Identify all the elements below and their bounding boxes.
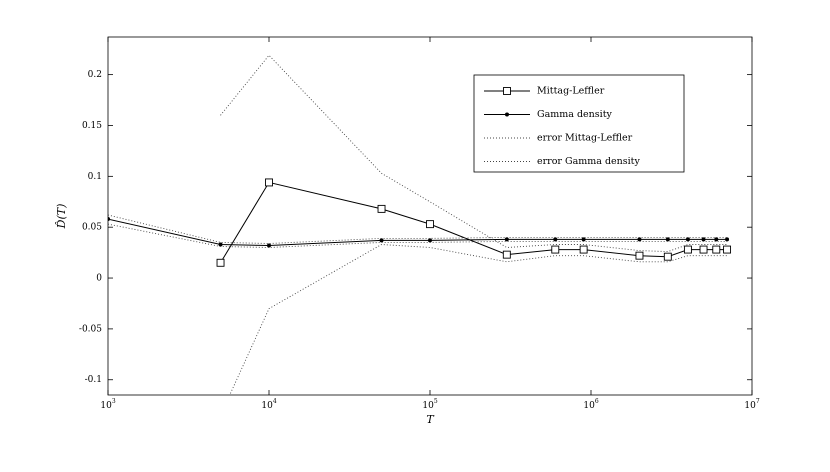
- marker: [663, 252, 672, 261]
- legend-marker: [505, 112, 509, 117]
- y-tick-label: 0.05: [82, 223, 102, 233]
- marker: [635, 251, 644, 260]
- legend: Mittag-Leffler Gamma density error Mittag-…: [473, 74, 685, 173]
- marker: [108, 217, 110, 222]
- marker: [553, 237, 558, 242]
- x-tick-base: 10: [422, 401, 434, 411]
- marker: [504, 237, 509, 242]
- y-tick-label: 0: [96, 274, 102, 284]
- marker: [377, 204, 386, 213]
- x-tick-label: 106: [583, 398, 598, 411]
- x-tick-base: 10: [100, 401, 112, 411]
- plot-lines: [108, 54, 732, 395]
- marker: [699, 245, 708, 254]
- y-axis-label: D̂(T): [55, 204, 68, 230]
- marker: [216, 258, 225, 267]
- legend-label: error Mittag-Leffler: [537, 133, 633, 144]
- marker: [712, 245, 721, 254]
- marker: [426, 220, 434, 229]
- marker: [428, 238, 432, 243]
- x-tick-label: 104: [261, 398, 276, 411]
- marker: [685, 237, 690, 242]
- legend-label: error Gamma density: [537, 156, 640, 167]
- x-tick-exponent: 6: [595, 398, 599, 405]
- error-line: [108, 214, 728, 244]
- marker: [579, 245, 588, 254]
- marker: [218, 242, 223, 247]
- x-tick-label: 105: [422, 398, 437, 411]
- marker: [665, 237, 670, 242]
- marker: [551, 245, 560, 254]
- series-line: [108, 218, 728, 247]
- marker: [683, 245, 692, 254]
- marker: [714, 237, 719, 242]
- marker: [502, 250, 511, 259]
- y-tick-label: 0.1: [88, 172, 102, 182]
- y-tick-label: 0.15: [82, 121, 102, 131]
- x-tick-exponent: 4: [273, 398, 277, 405]
- x-tick-base: 10: [583, 401, 595, 411]
- x-tick-exponent: 5: [434, 398, 438, 405]
- marker: [637, 237, 642, 242]
- x-axis-label: T: [426, 413, 435, 426]
- y-tick-label: 0.2: [88, 70, 102, 80]
- marker: [701, 237, 706, 242]
- y-tick-label: -0.1: [85, 375, 102, 385]
- y-tick-label: -0.05: [79, 324, 102, 334]
- x-tick-label: 107: [744, 398, 759, 411]
- x-tick-label: 103: [100, 398, 115, 411]
- legend-marker: [503, 87, 511, 95]
- x-tick-exponent: 7: [756, 398, 760, 405]
- error-line: [229, 244, 728, 395]
- legend-label: Mittag-Leffler: [537, 86, 605, 97]
- x-tick-base: 10: [261, 401, 273, 411]
- marker: [379, 238, 384, 243]
- marker: [265, 178, 273, 187]
- legend-label: Gamma density: [537, 109, 613, 120]
- x-tick-base: 10: [744, 401, 756, 411]
- marker: [725, 237, 730, 242]
- error-line: [220, 54, 728, 253]
- x-tick-exponent: 3: [112, 398, 116, 405]
- marker: [267, 243, 271, 248]
- marker: [723, 245, 732, 254]
- marker: [581, 237, 586, 242]
